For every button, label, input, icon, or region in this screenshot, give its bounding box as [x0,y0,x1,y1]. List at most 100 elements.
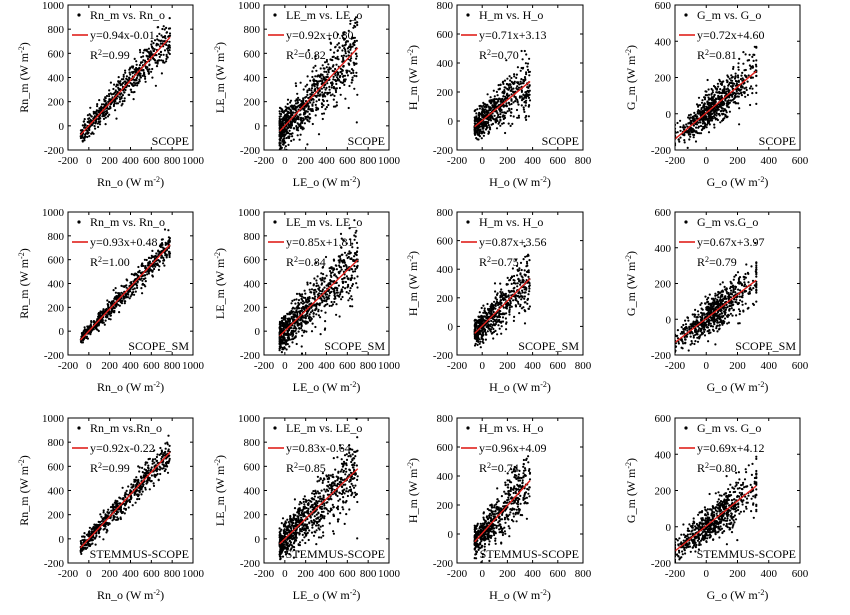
scatter-point [711,117,715,120]
scatter-point [755,46,758,49]
scatter-point [296,115,299,118]
scatter-point [138,64,141,67]
scatter-point [291,107,294,110]
scatter-point [109,98,112,101]
scatter-point [98,99,101,102]
scatter-point [97,329,100,333]
scatter-point [506,92,509,95]
scatter-point [314,325,317,329]
scatter-point [692,124,696,127]
scatter-point [165,60,168,63]
scatter-point [730,307,733,310]
scatter-point [315,305,318,308]
scatter-point [522,258,525,261]
scatter-point [280,317,283,320]
scatter-point [337,284,340,287]
scatter-point [103,114,106,117]
scatter-point [100,103,104,106]
scatter-point [138,269,141,272]
scatter-point [161,59,165,62]
scatter-point [508,279,511,282]
scatter-point [481,122,484,125]
scatter-point [97,313,100,316]
scatter-point [702,117,705,120]
scatter-point [141,74,144,77]
scatter-point [485,314,488,317]
scatter-point [146,273,149,276]
scatter-point [353,219,356,222]
scatter-point [700,128,704,132]
scatter-point [91,123,94,126]
scatter-point [342,65,345,68]
scatter-point [737,102,740,105]
scatter-point [488,99,491,102]
scatter-point [159,243,162,246]
scatter-point [715,88,718,91]
scatter-point [693,342,696,346]
scatter-point [738,123,741,126]
y-tick-label: 0 [666,109,672,121]
scatter-point [509,300,512,303]
scatter-point [719,121,722,124]
scatter-point [123,285,126,288]
scatter-point [737,68,740,71]
scatter-point [303,289,306,292]
scatter-point [311,122,314,126]
scatter-point [736,95,739,98]
y-tick-label: 1000 [238,0,261,12]
scatter-point [515,108,519,112]
legend-point-marker [77,220,81,224]
x-tick-label: 200 [729,155,746,167]
scatter-point [311,91,315,94]
scatter-point [319,333,322,336]
scatter-point [123,302,126,305]
scatter-point [95,110,98,113]
scatter-point [301,334,304,337]
scatter-point [306,297,309,300]
scatter-point [334,74,337,77]
x-axis-label: Rn_o (W m-2) [97,175,164,190]
scatter-point [105,307,108,311]
scatter-point [166,56,169,59]
scatter-point [104,319,107,322]
scatter-point [328,88,331,91]
scatter-point [149,268,152,271]
scatter-point [151,76,154,79]
scatter-point [505,321,508,324]
scatter-point [501,316,505,319]
scatter-point [523,245,526,248]
scatter-point [306,143,309,146]
scatter-point [349,19,352,22]
scatter-point [490,101,493,104]
scatter-point [155,263,158,266]
scatter-point [323,299,326,302]
scatter-point [498,97,501,100]
scatter-point [492,337,495,340]
scatter-point [329,42,333,45]
scatter-point [314,288,317,291]
scatter-point [306,118,309,121]
scatter-point [139,51,142,54]
scatter-point [336,55,339,59]
scatter-point [729,99,732,102]
scatter-point [753,53,756,57]
scatter-point [338,261,341,264]
scatter-point [342,33,345,36]
x-tick-label: -200 [665,155,686,167]
y-tick-label: 800 [437,0,454,12]
scatter-point [742,51,745,54]
scatter-point [329,48,332,52]
scatter-point [117,303,120,306]
scatter-point [349,257,352,260]
scatter-point [473,116,476,119]
scatter-point [345,265,348,268]
scatter-point [312,312,315,315]
scatter-point [496,116,499,119]
scatter-point [516,268,519,271]
scatter-point [161,238,164,241]
scatter-point [345,69,348,72]
scatter-point [96,122,99,125]
scatter-point [124,88,127,92]
scatter-point [299,293,302,296]
scatter-point [523,269,526,272]
